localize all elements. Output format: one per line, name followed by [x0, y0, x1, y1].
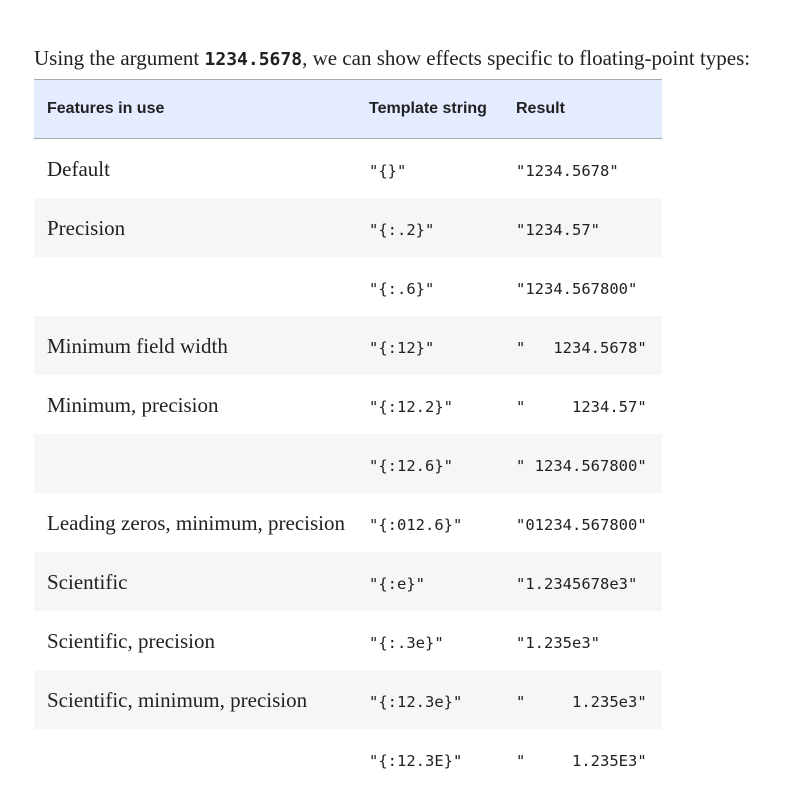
result-cell: " 1.235E3" [516, 751, 647, 770]
feature-cell [34, 257, 369, 316]
table-row: Leading zeros, minimum, precision "{:012… [34, 493, 662, 552]
intro-argument-code: 1234.5678 [204, 49, 303, 70]
intro-paragraph: Using the argument 1234.5678, we can sho… [34, 43, 750, 75]
feature-cell: Leading zeros, minimum, precision [47, 510, 346, 535]
header-result: Result [516, 100, 565, 117]
template-cell: "{:12.3e}" [369, 692, 463, 711]
result-cell: " 1234.57" [516, 397, 647, 416]
result-cell: " 1.235e3" [516, 692, 647, 711]
feature-cell: Scientific, minimum, precision [47, 687, 308, 712]
feature-cell: Precision [47, 215, 126, 240]
table-row: Scientific "{:e}" "1.2345678e3" [34, 551, 662, 611]
table-row: Minimum, precision "{:12.2}" " 1234.57" [34, 375, 662, 434]
feature-cell: Minimum, precision [47, 392, 219, 417]
feature-cell [34, 729, 369, 788]
feature-cell [34, 434, 369, 493]
result-cell: "1234.5678" [516, 162, 619, 180]
feature-cell: Scientific, precision [47, 628, 215, 653]
template-cell: "{:.2}" [369, 220, 435, 239]
intro-text-before: Using the argument [34, 46, 205, 70]
template-cell: "{:012.6}" [369, 515, 463, 534]
result-cell: " 1234.567800" [516, 456, 647, 475]
result-cell: "1234.567800" [516, 279, 638, 298]
template-cell: "{:.6}" [369, 279, 435, 298]
feature-cell: Scientific [47, 569, 128, 594]
template-cell: "{:e}" [369, 574, 425, 593]
table-row: Scientific, precision "{:.3e}" "1.235e3" [34, 611, 662, 670]
table-row: Precision "{:.2}" "1234.57" [34, 197, 662, 257]
intro-text-after: , we can show effects specific to floati… [302, 46, 751, 70]
float-format-table: Features in use Template string Result D… [34, 79, 662, 788]
result-cell: "1.235e3" [516, 633, 600, 652]
table-header-row: Features in use Template string Result [34, 79, 662, 139]
table-row: Scientific, minimum, precision "{:12.3e}… [34, 669, 662, 729]
table-row: "{:12.3E}" " 1.235E3" [34, 729, 662, 788]
table-row: "{:12.6}" " 1234.567800" [34, 433, 662, 493]
result-cell: "1.2345678e3" [516, 574, 638, 593]
result-cell: "01234.567800" [516, 515, 647, 534]
template-cell: "{}" [369, 162, 407, 180]
table-row: "{:.6}" "1234.567800" [34, 257, 662, 316]
template-cell: "{:12.3E}" [369, 751, 463, 770]
template-cell: "{:12}" [369, 338, 435, 357]
feature-cell: Default [47, 157, 110, 181]
template-cell: "{:12.2}" [369, 397, 453, 416]
result-cell: " 1234.5678" [516, 338, 647, 357]
feature-cell: Minimum field width [47, 333, 228, 358]
template-cell: "{:12.6}" [369, 456, 453, 475]
result-cell: "1234.57" [516, 220, 600, 239]
template-cell: "{:.3e}" [369, 633, 444, 652]
header-features: Features in use [47, 100, 165, 117]
header-template: Template string [369, 100, 487, 117]
table-row: Minimum field width "{:12}" " 1234.5678" [34, 315, 662, 375]
table-row: Default "{}" "1234.5678" [34, 139, 662, 198]
